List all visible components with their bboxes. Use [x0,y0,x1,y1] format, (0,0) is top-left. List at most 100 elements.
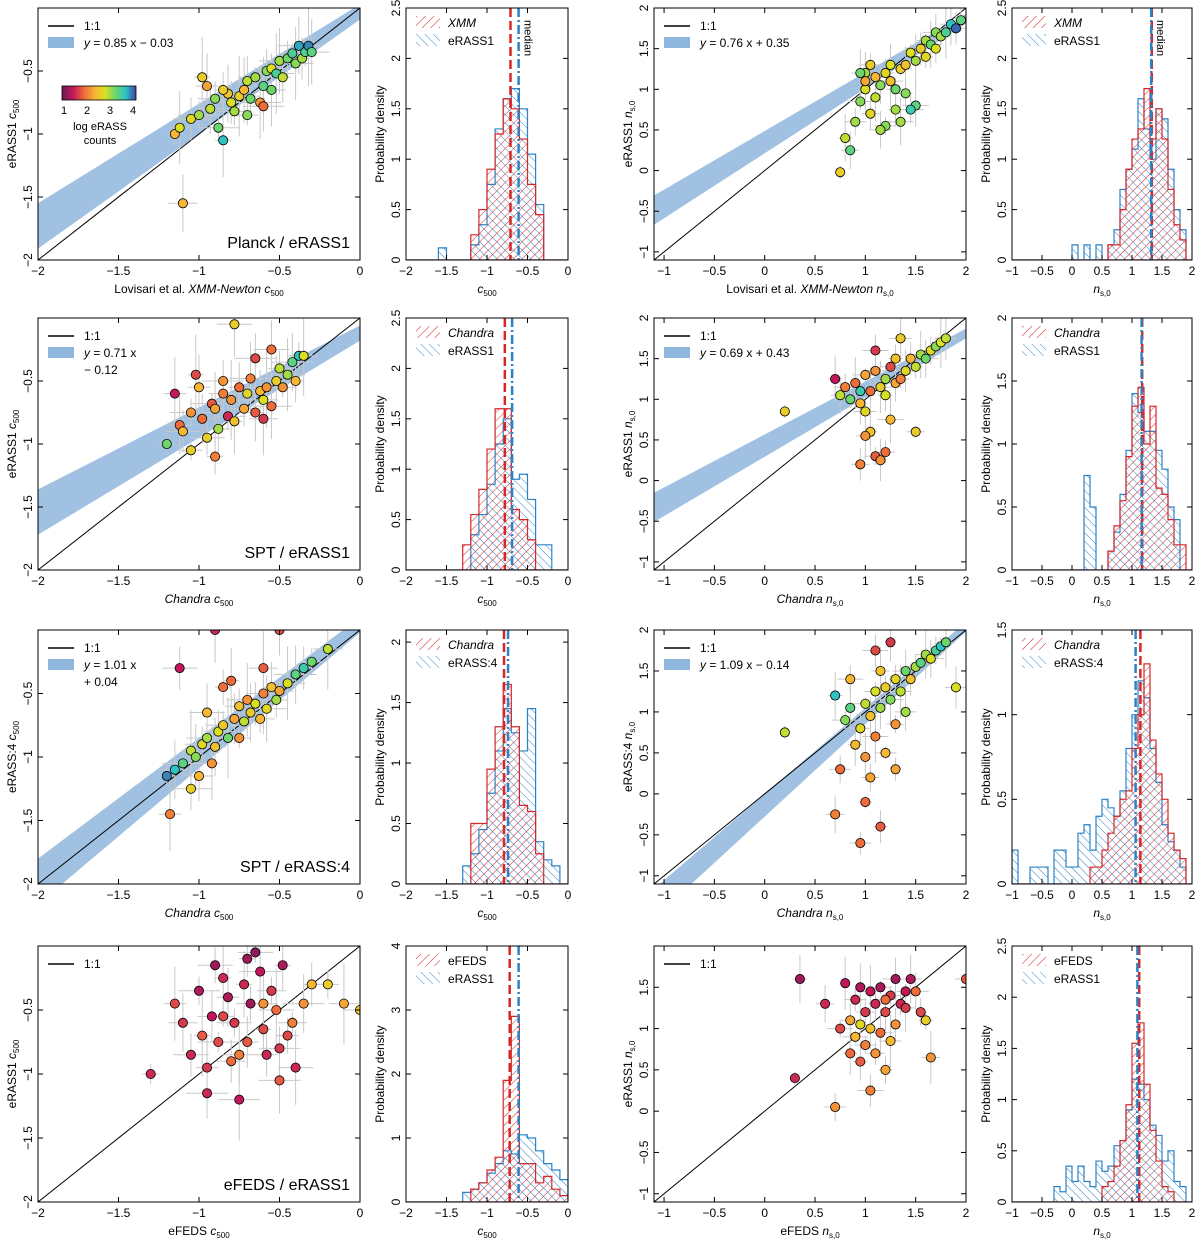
x-tick-label: 0 [1069,888,1076,902]
data-point [202,1088,213,1099]
data-point [920,51,931,62]
colorbar-tick: 2 [84,105,90,117]
legend-label-fit-cont: − 0.12 [84,363,118,377]
data-point [169,998,180,1009]
data-point [875,665,886,676]
data-point [850,1031,861,1042]
data-point [229,713,240,724]
data-point [875,80,886,91]
x-tick-label: −0.5 [1030,264,1054,278]
data-point [271,1005,282,1016]
y-tick-label: 0.5 [995,1142,1009,1159]
data-point [202,432,213,443]
data-point [322,979,333,990]
y-tick-label: 0 [389,880,403,887]
one-to-one-line [654,630,966,884]
x-tick-label: 0 [761,574,768,588]
x-tick-label: 2 [1189,574,1196,588]
data-point [925,653,936,664]
data-point [242,110,253,121]
x-tick-label: 0.5 [1094,264,1111,278]
x-tick-label: −0.5 [268,264,292,278]
x-tick-label: −1 [1005,1206,1019,1220]
data-point [274,363,285,374]
x-tick-label: 2 [963,264,970,278]
data-point [197,1030,208,1041]
data-point [290,1062,301,1073]
data-point [845,394,856,405]
legend-label-1to1: 1:1 [84,19,101,33]
data-point [258,688,269,699]
y-tick-label: 1 [637,1025,651,1032]
data-point [870,645,881,656]
data-point [845,702,856,713]
x-axis-label: eFEDS ns,0 [780,1224,840,1240]
data-point [234,732,245,743]
x-tick-label: −0.5 [516,574,540,588]
legend-label-1to1: 1:1 [700,329,717,343]
x-axis-label: ns,0 [1093,282,1111,298]
x-tick-label: −0.5 [1030,574,1054,588]
legend: XMM eRASS1 [416,16,494,48]
plot-area [1012,630,1192,884]
data-point [885,414,896,425]
legend-fit-swatch [664,659,690,670]
x-tick-label: 0.5 [1094,1206,1111,1220]
panel-label: SPT / eRASS:4 [240,859,350,876]
data-point [855,1019,866,1030]
y-axis-label: eRASS:4 ns,0 [621,721,637,792]
data-point [258,998,269,1009]
data-point [258,663,269,674]
x-tick-label: −2 [399,888,413,902]
x-tick-label: −1 [657,1206,671,1220]
legend-label-fit: y = 0.71 x [83,346,136,360]
legend-swatch-secondary [1022,34,1046,46]
data-point [885,694,896,705]
panel-r4_ns_hist: eFEDS eRASS1 −1 −0.5 0 0.5 1 1.5 2 0 0.5 1 1.5 2 2.5 ns… [979,937,1196,1240]
data-point [213,1037,224,1048]
data-point [250,72,261,83]
x-tick-label: 0 [357,574,364,588]
data-point [855,838,866,849]
y-tick-label: 2 [389,365,403,372]
data-point [206,758,217,769]
axes-frame [653,317,967,571]
y-tick-label: −0.5 [21,369,35,393]
plot-area [38,946,360,1202]
y-tick-label: 0 [995,566,1009,573]
x-tick-label: −0.5 [703,574,727,588]
legend-swatch-primary [416,16,440,28]
x-tick-label: 2 [1189,888,1196,902]
x-tick-label: 0 [1069,1206,1076,1220]
data-point [880,373,891,384]
x-tick-label: 1.5 [1154,574,1171,588]
axes-frame [653,945,967,1203]
x-axis-label: ns,0 [1093,1224,1111,1240]
data-point [895,333,906,344]
legend-swatch-secondary [1022,344,1046,356]
y-tick-label: 2 [637,314,651,321]
x-axis-label: c500 [477,1224,497,1240]
plot-area [654,318,966,570]
data-point [277,72,288,83]
legend-label-fit: y = 0.69 x + 0.43 [699,346,790,360]
one-to-one-line [654,946,966,1202]
y-tick-label: 0.5 [389,815,403,832]
x-axis-label: c500 [477,592,497,608]
data-point [860,76,871,87]
data-point [185,1049,196,1060]
data-point [218,388,229,399]
data-point [900,665,911,676]
data-point [875,1027,886,1038]
data-point [830,1102,841,1113]
y-tick-label: −1 [21,750,35,764]
x-tick-label: −0.5 [268,574,292,588]
legend-label-1to1: 1:1 [700,641,717,655]
data-point [865,1023,876,1034]
plot-area [1012,8,1192,260]
data-point [274,1043,285,1054]
legend-label-primary: Chandra [1054,638,1100,652]
data-point [855,723,866,734]
y-tick-label: 2 [995,55,1009,62]
